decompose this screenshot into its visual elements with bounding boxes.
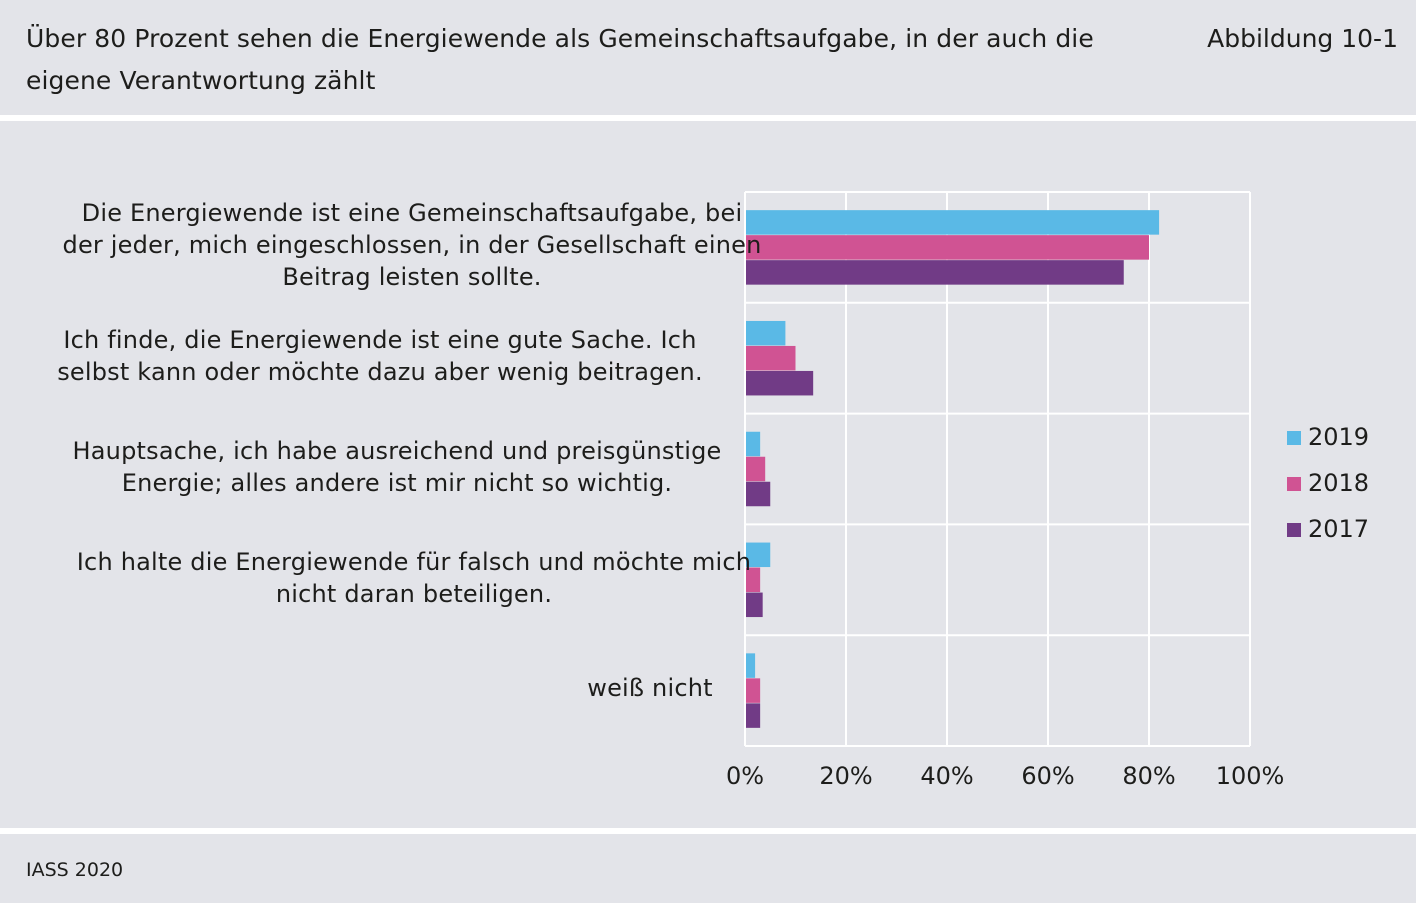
- bar-2018-category-4: [746, 567, 761, 593]
- chart-header: Über 80 Prozent sehen die Energiewende a…: [0, 0, 1416, 115]
- x-tick-label: 60%: [1021, 762, 1075, 790]
- header-divider: [0, 115, 1416, 121]
- legend-swatch-2019: [1287, 431, 1301, 445]
- bar-2018-category-1: [746, 235, 1149, 260]
- x-tick-label: 40%: [920, 762, 974, 790]
- bar-2018-category-5: [746, 678, 761, 703]
- x-tick-label: 100%: [1215, 762, 1285, 790]
- bar-2017-category-4: [746, 592, 763, 618]
- x-tick-label: 80%: [1122, 762, 1176, 790]
- category-label-gemeinschaftsaufgabe: Die Energiewende ist eine Gemeinschaftsa…: [62, 199, 762, 291]
- bar-2017-category-2: [746, 370, 814, 396]
- figure-label: Abbildung 10-1: [1207, 24, 1398, 53]
- category-label-hauptsache-energie: Hauptsache, ich habe ausreichend und pre…: [72, 437, 722, 497]
- x-tick-label: 20%: [819, 762, 873, 790]
- bar-2018-category-2: [746, 345, 796, 371]
- bar-2019-category-5: [746, 653, 756, 678]
- bar-2019-category-4: [746, 542, 771, 568]
- footer-divider: [0, 828, 1416, 834]
- bar-2017-category-1: [746, 260, 1124, 285]
- bar-2017-category-5: [746, 703, 761, 728]
- source-note: IASS 2020: [26, 859, 124, 881]
- legend-swatch-2018: [1287, 477, 1301, 491]
- category-label-weiss-nicht: weiß nicht: [587, 674, 713, 702]
- category-label-falsch: Ich halte die Energiewende für falsch un…: [76, 548, 752, 608]
- legend-label-2019: 2019: [1308, 423, 1370, 451]
- bar-2019-category-3: [746, 431, 761, 457]
- legend-label-2018: 2018: [1308, 469, 1370, 497]
- bar-2019-category-1: [746, 210, 1160, 235]
- chart-title: Über 80 Prozent sehen die Energiewende a…: [26, 24, 1094, 95]
- x-tick-label: 0%: [725, 762, 765, 790]
- legend-label-2017: 2017: [1308, 515, 1370, 543]
- bar-2019-category-2: [746, 320, 786, 346]
- legend-swatch-2017: [1287, 523, 1301, 537]
- bar-2017-category-3: [746, 481, 771, 507]
- bar-2018-category-3: [746, 456, 766, 482]
- category-label-gute-sache: Ich finde, die Energiewende ist eine gut…: [57, 326, 703, 386]
